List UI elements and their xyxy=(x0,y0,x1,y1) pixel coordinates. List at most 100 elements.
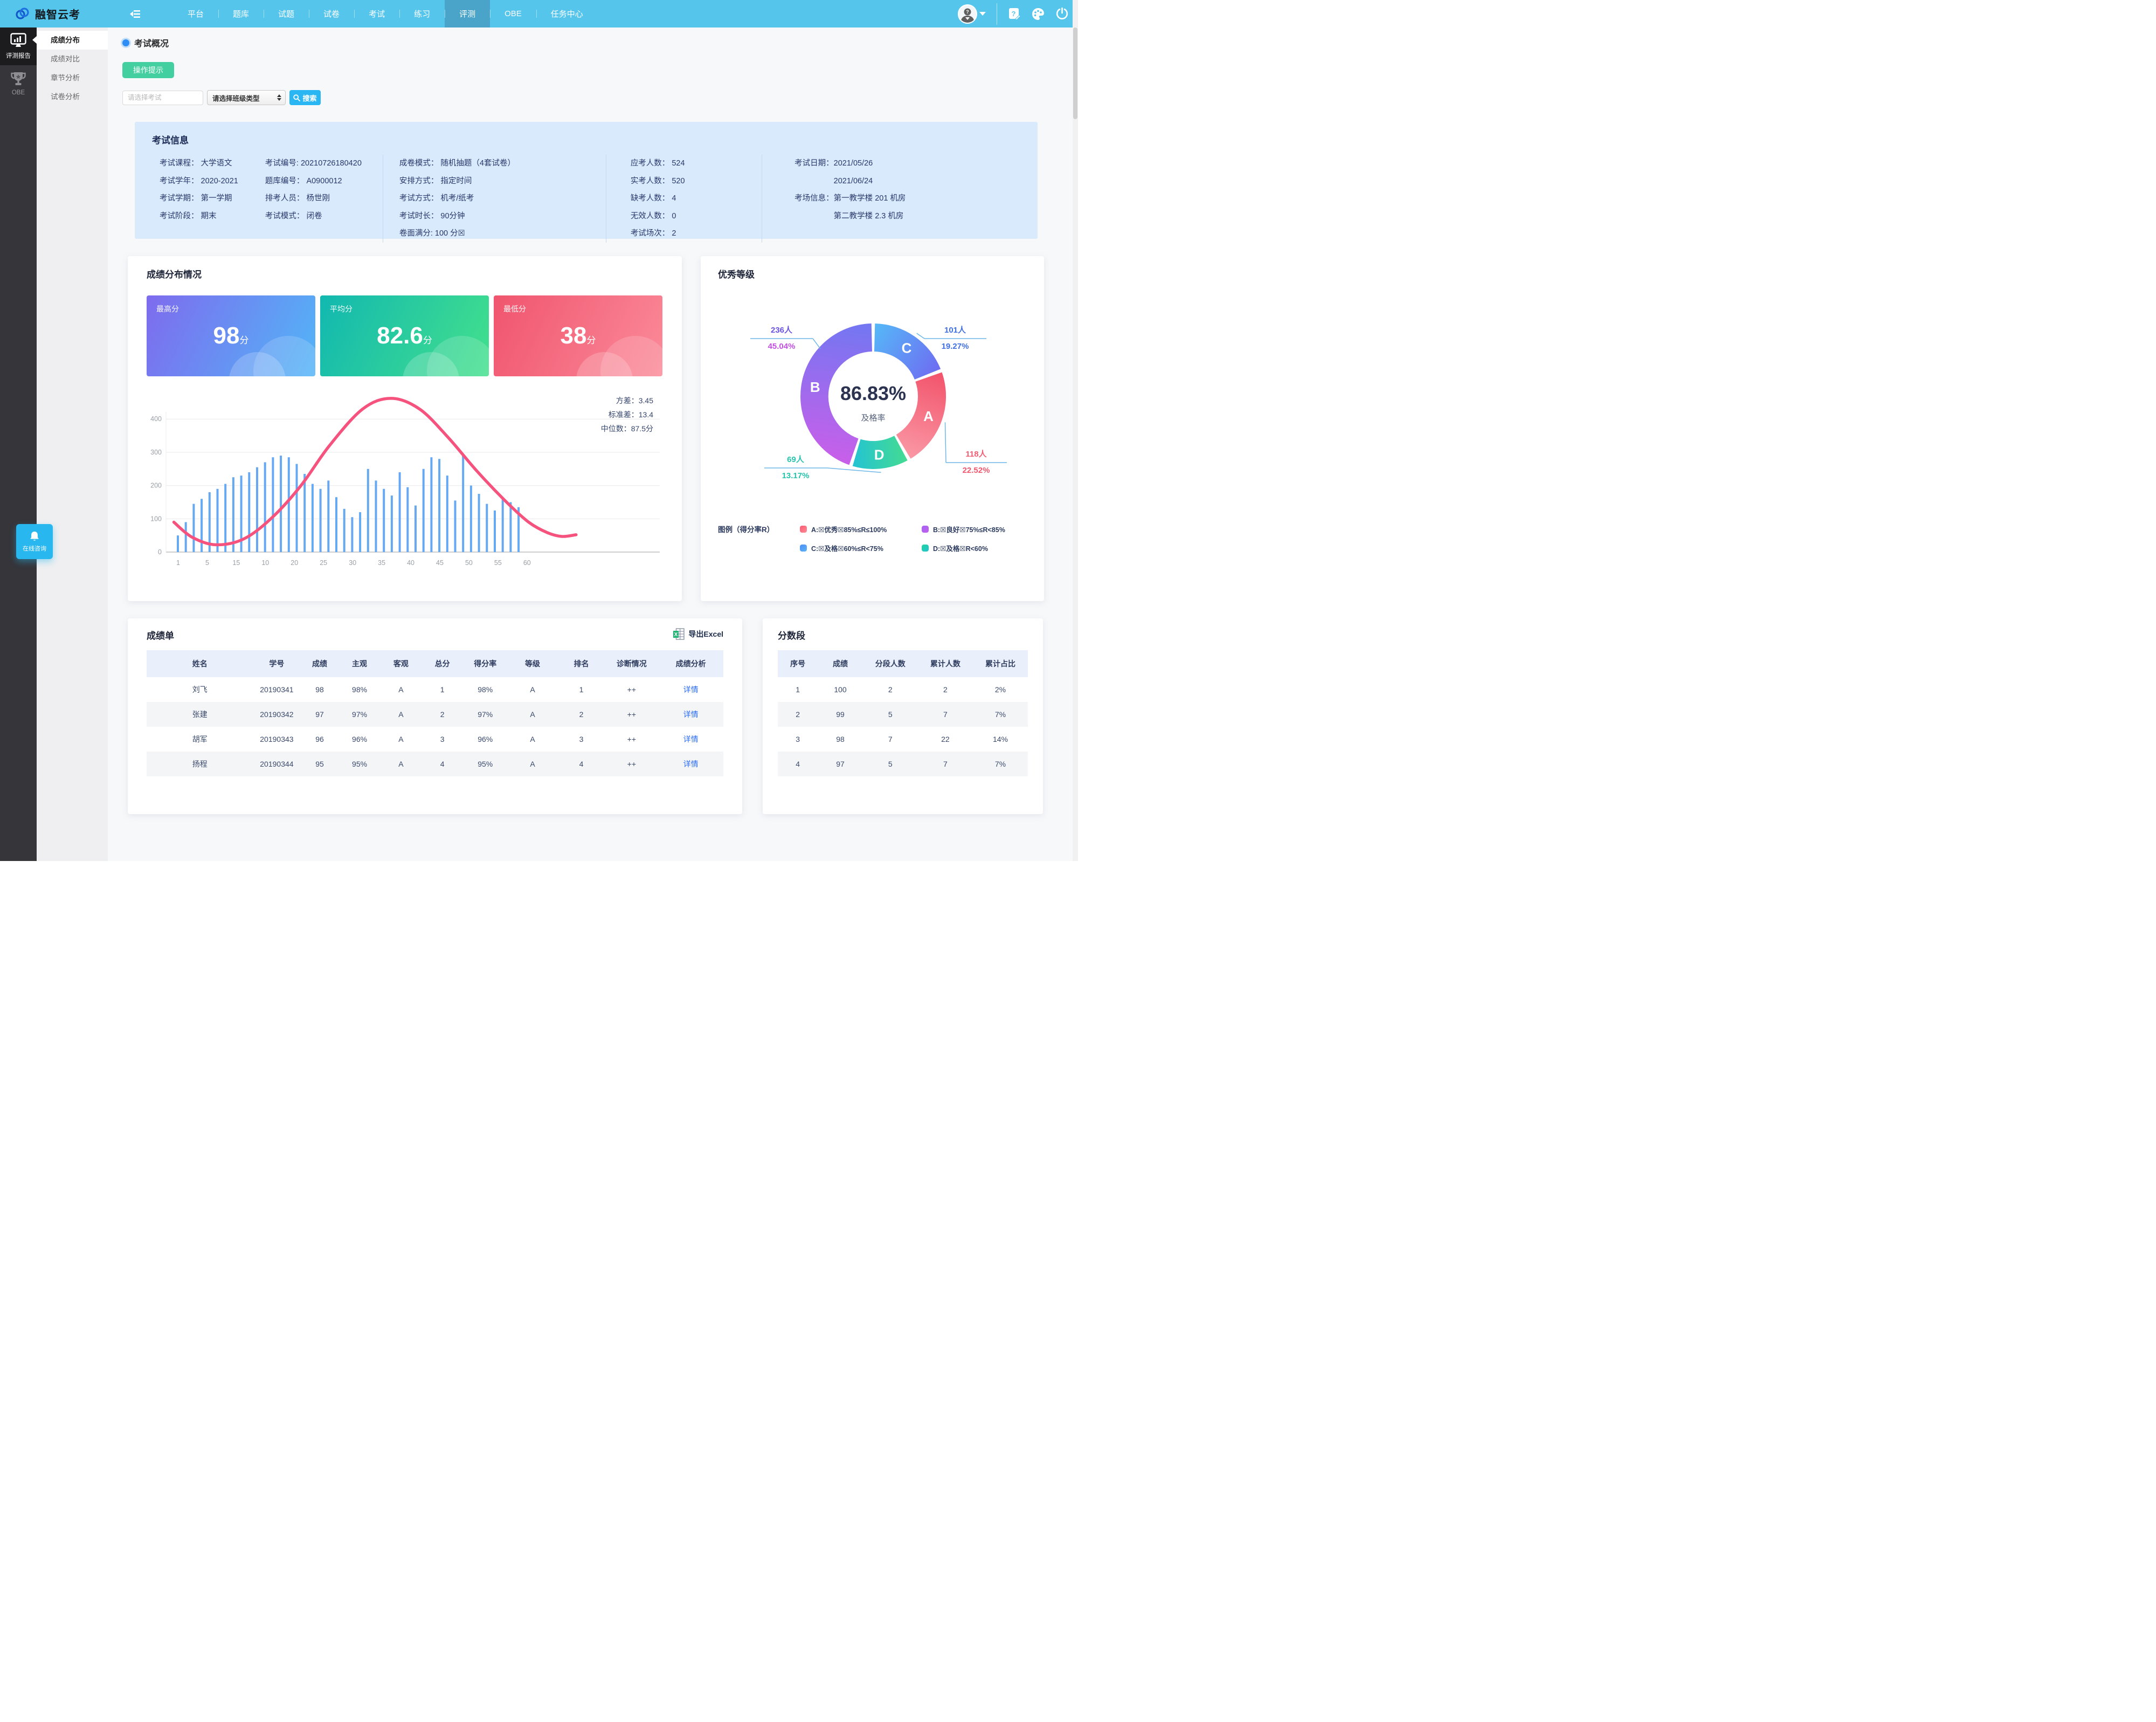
theme-palette-icon[interactable] xyxy=(1032,8,1045,20)
table-cell: 95% xyxy=(338,752,381,776)
trophy-icon xyxy=(11,72,26,85)
exam-info-field: 考试场次： 2 xyxy=(630,229,676,238)
table-cell: ++ xyxy=(627,685,636,694)
svg-text:?: ? xyxy=(966,9,969,15)
svg-text:100: 100 xyxy=(150,515,162,522)
search-button[interactable]: 搜索 xyxy=(289,90,321,105)
chart-stats: 方差：3.45 标准差：13.4 中位数：87.5分 xyxy=(600,396,653,433)
detail-link[interactable]: 详情 xyxy=(683,685,699,694)
table-cell[interactable]: 详情 xyxy=(658,752,723,776)
score-bands-card: 分数段 序号 成绩 分段人数 累计人数 累计占比 1 100 2 2 2% 2 99 5 7 7% 3 98 7 2… xyxy=(763,618,1043,814)
table-cell: 22 xyxy=(941,735,950,743)
table-cell: 20190342 xyxy=(253,702,301,727)
table-cell: 2 xyxy=(557,702,605,727)
stat-label: 平均分 xyxy=(330,305,353,313)
tip-button[interactable]: 操作提示 xyxy=(122,62,174,78)
sidebar-item-obe[interactable]: OBE xyxy=(0,65,37,102)
table-cell[interactable]: 详情 xyxy=(658,677,723,702)
exam-info-field: 考试日期： 2021/05/26 2021/06/24 xyxy=(794,159,873,185)
stat-card-1: 平均分 82.6分 xyxy=(320,295,489,376)
legend-swatch-icon xyxy=(800,545,807,552)
table-row: 3 98 7 22 14% xyxy=(778,727,1028,752)
svg-text:20: 20 xyxy=(291,559,298,567)
column-header: 学号 xyxy=(253,650,301,677)
svg-text:30: 30 xyxy=(349,559,356,567)
score-distribution-card: 成绩分布情况 最高分 98分 平均分 82.6分 最低分 38分 0 100 200 300 40… xyxy=(128,256,682,601)
nav-item-7[interactable]: OBE xyxy=(490,0,536,27)
table-cell[interactable]: 详情 xyxy=(658,702,723,727)
table-cell: 3 xyxy=(796,735,800,743)
nav-item-5[interactable]: 练习 xyxy=(399,0,445,27)
exam-info-field: 考试编号: 20210726180420 xyxy=(265,159,362,168)
app-title: 融智云考 xyxy=(35,9,80,21)
table-header-row: 序号 成绩 分段人数 累计人数 累计占比 xyxy=(778,650,1028,677)
select-stepper-icon xyxy=(277,94,281,101)
svg-text:?: ? xyxy=(1012,10,1016,18)
table-cell: 97% xyxy=(338,702,381,727)
chevron-down-icon xyxy=(979,12,986,16)
nav-item-0[interactable]: 平台 xyxy=(188,10,204,19)
table-cell[interactable]: 详情 xyxy=(658,727,723,752)
table-cell: A xyxy=(507,752,558,776)
stat-card-2: 最低分 38分 xyxy=(494,295,662,376)
table-cell: A xyxy=(507,702,558,727)
sidebar-sub-item-1[interactable]: 成绩对比 xyxy=(51,55,80,63)
legend-item-C: C:☒及格☒60%≤R<75% xyxy=(800,543,922,553)
table-cell: 张建 xyxy=(147,702,253,727)
table-cell: 7 xyxy=(917,752,973,776)
column-header: 得分率 xyxy=(463,650,508,677)
bell-icon xyxy=(30,531,39,541)
svg-text:19.27%: 19.27% xyxy=(942,342,969,351)
grade-title: 优秀等级 xyxy=(718,270,755,280)
table-cell: 5 xyxy=(862,752,918,776)
exam-info-field: 考场信息： 第一教学楼 201 机房 第二教学楼 2.3 机房 xyxy=(794,194,906,221)
svg-text:50: 50 xyxy=(465,559,473,567)
stat-label: 最高分 xyxy=(156,305,179,313)
exam-info-field: 卷面满分: 100 分☒ xyxy=(399,229,465,238)
collapse-menu-icon[interactable] xyxy=(130,0,141,27)
exam-info-field: 无效人数： 0 xyxy=(630,211,676,221)
legend-item-B: B:☒良好☒75%≤R<85% xyxy=(922,524,1044,534)
table-cell: A xyxy=(380,752,422,776)
online-consult-button[interactable]: 在线咨询 xyxy=(16,524,53,559)
power-logout-icon[interactable] xyxy=(1055,8,1068,20)
nav-item-2[interactable]: 试题 xyxy=(264,0,309,27)
page-scrollbar[interactable] xyxy=(1073,0,1078,861)
sidebar-sub-item-3[interactable]: 试卷分析 xyxy=(51,93,80,101)
detail-link[interactable]: 详情 xyxy=(683,735,699,743)
nav-item-3[interactable]: 试卷 xyxy=(309,0,354,27)
grade-legend: 图例（得分率R） A:☒优秀☒85%≤R≤100% B:☒良好☒75%≤R<85% C… xyxy=(701,524,1044,553)
score-table: 姓名 学号 成绩 主观 客观 总分 得分率 等级 排名 诊断情况 成绩分析 刘飞 20190341 98 9… xyxy=(147,650,723,776)
exam-info-field: 题库编号： A0900012 xyxy=(265,176,342,185)
nav-item-1[interactable]: 题库 xyxy=(218,0,264,27)
avatar[interactable]: ? xyxy=(958,4,977,24)
user-menu[interactable]: ? xyxy=(958,4,986,24)
overview-radio[interactable] xyxy=(122,39,129,46)
nav-item-4[interactable]: 考试 xyxy=(354,0,399,27)
table-cell: 98% xyxy=(478,685,493,694)
export-excel-button[interactable]: X 导出Excel xyxy=(673,628,723,640)
sidebar-sub-item-0[interactable]: 成绩分布 xyxy=(32,31,108,50)
stat-value: 38分 xyxy=(560,322,596,349)
score-distribution-chart: 0 100 200 300 400 1 5 15 10 20 25 30 35 40 45 50 55 60 xyxy=(147,390,663,572)
table-cell: 扬程 xyxy=(147,752,253,776)
legend-item-D: D:☒及格☒R<60% xyxy=(922,543,1044,553)
exam-search-input[interactable] xyxy=(122,90,203,105)
svg-text:C: C xyxy=(902,340,912,356)
svg-text:118人: 118人 xyxy=(965,450,987,459)
nav-item-8[interactable]: 任务中心 xyxy=(536,0,598,27)
sidebar-sub-item-2[interactable]: 章节分析 xyxy=(51,74,80,82)
class-type-select[interactable]: 请选择班级类型 xyxy=(207,90,286,105)
legend-title: 图例（得分率R） xyxy=(718,526,775,534)
table-cell: 20190341 xyxy=(260,685,294,694)
detail-link[interactable]: 详情 xyxy=(683,710,699,719)
scrollbar-thumb[interactable] xyxy=(1073,27,1077,119)
table-cell: ++ xyxy=(605,752,659,776)
svg-text:X: X xyxy=(674,632,678,638)
help-doc-icon[interactable]: ? xyxy=(1008,8,1021,20)
detail-link[interactable]: 详情 xyxy=(683,760,699,768)
grade-donut-chart: C 101人 19.27% A 118人 22.52% D 69人 13.17% B 236人 45.… xyxy=(701,280,1044,515)
sidebar-item-report[interactable]: 评测报告 xyxy=(0,27,37,65)
nav-item-6[interactable]: 评测 xyxy=(445,0,490,27)
exam-info-field: 缺考人数： 4 xyxy=(630,194,676,203)
